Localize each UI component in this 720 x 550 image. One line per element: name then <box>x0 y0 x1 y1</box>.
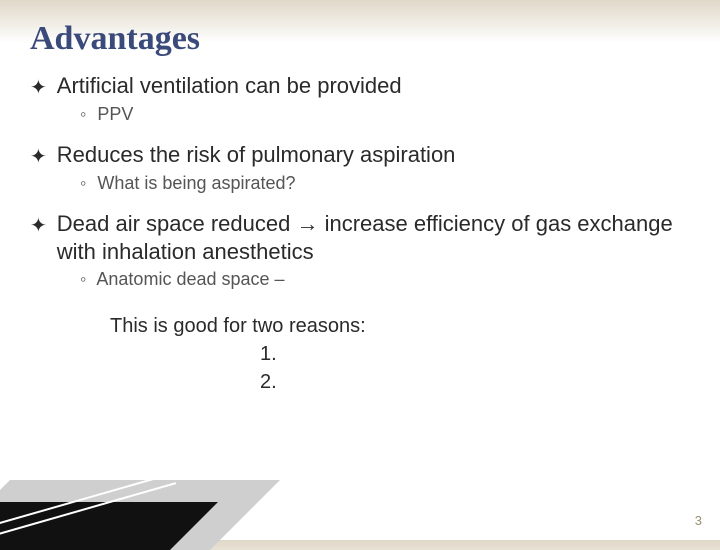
bullet-row: ✦ Reduces the risk of pulmonary aspirati… <box>30 141 690 169</box>
reasons-block: This is good for two reasons: 1. 2. <box>110 312 690 396</box>
bullet-text: Dead air space reduced → increase effici… <box>57 210 690 265</box>
sub-bullet-row: ◦ Anatomic dead space – <box>80 269 690 290</box>
bullet-row: ✦ Artificial ventilation can be provided <box>30 72 690 100</box>
sub-bullet-text: PPV <box>97 104 133 124</box>
bullet-item: ✦ Dead air space reduced → increase effi… <box>30 210 690 290</box>
bullet-text: Artificial ventilation can be provided <box>57 72 402 100</box>
bullet-item: ✦ Artificial ventilation can be provided… <box>30 72 690 125</box>
page-number: 3 <box>695 513 702 528</box>
bullet-row: ✦ Dead air space reduced → increase effi… <box>30 210 690 265</box>
bullet-icon: ✦ <box>30 76 47 100</box>
bullet-text: Reduces the risk of pulmonary aspiration <box>57 141 456 169</box>
reasons-intro: This is good for two reasons: <box>110 312 690 340</box>
sub-bullet-text: What is being aspirated? <box>97 173 295 193</box>
bullet-item: ✦ Reduces the risk of pulmonary aspirati… <box>30 141 690 194</box>
sub-bullet-row: ◦ PPV <box>80 104 690 125</box>
sub-bullet-icon: ◦ <box>80 104 86 124</box>
slide-title: Advantages <box>30 20 690 58</box>
reasons-line1: 1. <box>260 340 690 368</box>
sub-bullet-icon: ◦ <box>80 269 86 289</box>
sub-bullet-row: ◦ What is being aspirated? <box>80 173 690 194</box>
bullet-icon: ✦ <box>30 214 47 238</box>
sub-bullet-text: Anatomic dead space – <box>96 269 284 289</box>
corner-decoration <box>0 430 240 550</box>
bullet-icon: ✦ <box>30 145 47 169</box>
reasons-line2: 2. <box>260 368 690 396</box>
sub-bullet-icon: ◦ <box>80 173 86 193</box>
slide: Advantages ✦ Artificial ventilation can … <box>0 0 720 540</box>
